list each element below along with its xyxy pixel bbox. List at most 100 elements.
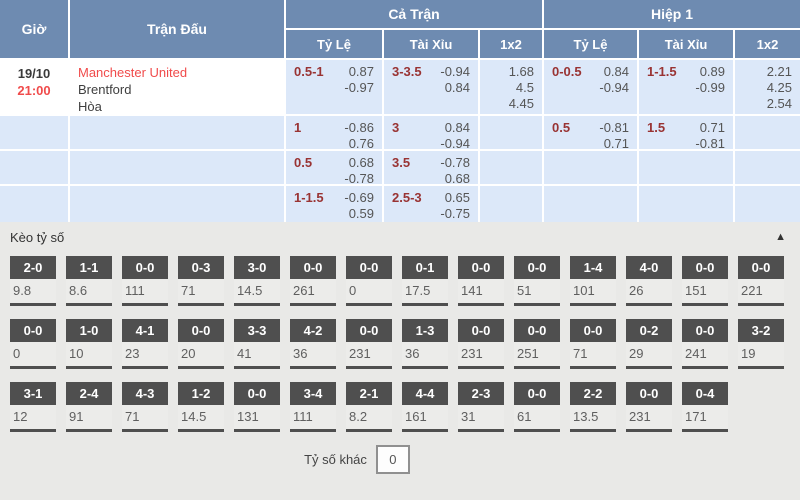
score-label: 2-1: [346, 382, 392, 405]
score-tile[interactable]: 0-0 141: [458, 256, 504, 306]
score-label: 4-1: [122, 319, 168, 342]
score-tile[interactable]: 2-1 8.2: [346, 382, 392, 432]
score-tile[interactable]: 4-0 26: [626, 256, 672, 306]
ft-handicap-cell[interactable]: 0.5-1 0.87 -0.97: [286, 60, 382, 114]
score-tile[interactable]: 1-3 36: [402, 319, 448, 369]
score-tile[interactable]: 4-1 23: [122, 319, 168, 369]
score-label: 4-2: [290, 319, 336, 342]
score-odds-value: 161: [402, 405, 448, 432]
ft-handicap-cell[interactable]: 0.5 0.68 -0.78: [286, 151, 382, 187]
other-score-odds[interactable]: 0: [375, 445, 410, 474]
score-tile[interactable]: 3-4 111: [290, 382, 336, 432]
odds-values: -0.81 0.71: [599, 120, 629, 152]
ft-over-under-cell[interactable]: 2.5-3 0.65 -0.75: [384, 186, 478, 222]
h1-handicap-cell[interactable]: 0.5 -0.81 0.71: [544, 116, 637, 152]
score-tile[interactable]: 3-0 14.5: [234, 256, 280, 306]
odds-values: 0.65 -0.75: [440, 190, 470, 222]
ft-over-under-cell[interactable]: 3 0.84 -0.94: [384, 116, 478, 151]
score-tile[interactable]: 0-0 51: [514, 256, 560, 306]
score-odds-value: 0: [10, 342, 56, 369]
score-tile[interactable]: 4-4 161: [402, 382, 448, 432]
ft-over-under-cell[interactable]: 3.5 -0.78 0.68: [384, 151, 478, 186]
header-ft-1x2: 1x2: [480, 30, 542, 58]
odds-value: 4.25: [766, 80, 792, 95]
h1-handicap-cell[interactable]: 0-0.5 0.84 -0.94: [544, 60, 637, 114]
empty-cell: [70, 151, 284, 184]
score-label: 0-0: [458, 256, 504, 279]
score-tile[interactable]: 4-3 71: [122, 382, 168, 432]
empty-cell: [735, 186, 800, 222]
score-tile[interactable]: 2-0 9.8: [10, 256, 56, 306]
score-tile[interactable]: 3-1 12: [10, 382, 56, 432]
score-tile[interactable]: 2-2 13.5: [570, 382, 616, 432]
score-label: 0-3: [178, 256, 224, 279]
handicap-line: 1-1.5: [294, 190, 324, 205]
score-label: 0-4: [682, 382, 728, 405]
score-tile[interactable]: 0-0 231: [626, 382, 672, 432]
home-team[interactable]: Manchester United: [78, 65, 188, 80]
away-team[interactable]: Brentford: [78, 82, 132, 97]
score-odds-value: 17.5: [402, 279, 448, 306]
h1-over-under-cell[interactable]: 1.5 0.71 -0.81: [639, 116, 733, 151]
over-under-line: 2.5-3: [392, 190, 422, 205]
odds-value: -0.99: [695, 80, 725, 95]
odds-values: 0.68 -0.78: [344, 155, 374, 187]
score-tile[interactable]: 0-3 71: [178, 256, 224, 306]
ft-handicap-cell[interactable]: 1-1.5 -0.69 0.59: [286, 186, 382, 222]
score-tile[interactable]: 0-0 251: [514, 319, 560, 369]
empty-cell: [639, 151, 733, 184]
score-odds-value: 251: [514, 342, 560, 369]
score-tile[interactable]: 0-4 171: [682, 382, 728, 432]
score-tile[interactable]: 0-0 0: [10, 319, 56, 369]
odds-values: 0.89 -0.99: [695, 64, 725, 96]
odds-value: 2.54: [766, 96, 792, 111]
score-tile[interactable]: 3-3 41: [234, 319, 280, 369]
score-label: 1-3: [402, 319, 448, 342]
score-tile[interactable]: 0-0 20: [178, 319, 224, 369]
odds-values: -0.94 0.84: [440, 64, 470, 96]
score-label: 3-3: [234, 319, 280, 342]
score-odds-value: 0: [346, 279, 392, 306]
match-kickoff: 21:00: [17, 83, 51, 98]
score-tile[interactable]: 0-0 231: [458, 319, 504, 369]
score-tile[interactable]: 0-0 61: [514, 382, 560, 432]
score-tile[interactable]: 0-0 131: [234, 382, 280, 432]
h1-1x2-cell[interactable]: 2.21 4.25 2.54: [735, 60, 800, 114]
score-tile[interactable]: 4-2 36: [290, 319, 336, 369]
score-tile[interactable]: 2-4 91: [66, 382, 112, 432]
score-tile[interactable]: 0-0 241: [682, 319, 728, 369]
ft-handicap-cell[interactable]: 1 -0.86 0.76: [286, 116, 382, 151]
score-odds-value: 171: [682, 405, 728, 432]
score-tile[interactable]: 0-0 0: [346, 256, 392, 306]
score-odds-value: 51: [514, 279, 560, 306]
score-tile[interactable]: 1-0 10: [66, 319, 112, 369]
match-cell[interactable]: Manchester United Brentford Hòa: [70, 60, 284, 114]
score-tile[interactable]: 0-0 71: [570, 319, 616, 369]
score-tile[interactable]: 0-2 29: [626, 319, 672, 369]
score-tile[interactable]: 1-2 14.5: [178, 382, 224, 432]
odds-value: -0.75: [440, 206, 470, 221]
score-tile[interactable]: 0-1 17.5: [402, 256, 448, 306]
score-tile[interactable]: 0-0 261: [290, 256, 336, 306]
h1-over-under-cell[interactable]: 1-1.5 0.89 -0.99: [639, 60, 733, 114]
correct-score-header: Kèo tỷ số ▲: [0, 222, 800, 252]
score-tile[interactable]: 0-0 111: [122, 256, 168, 306]
collapse-arrow-icon[interactable]: ▲: [775, 230, 786, 243]
score-odds-value: 12: [10, 405, 56, 432]
score-tile[interactable]: 3-2 19: [738, 319, 784, 369]
over-under-line: 3.5: [392, 155, 411, 170]
header-ft-handicap: Tỷ Lệ: [286, 30, 382, 58]
empty-cell: [70, 186, 284, 222]
score-odds-value: 9.8: [10, 279, 56, 306]
score-tile[interactable]: 2-3 31: [458, 382, 504, 432]
score-label: 0-0: [626, 382, 672, 405]
score-tile[interactable]: 1-1 8.6: [66, 256, 112, 306]
score-odds-value: 23: [122, 342, 168, 369]
score-tile[interactable]: 0-0 231: [346, 319, 392, 369]
score-tile[interactable]: 1-4 101: [570, 256, 616, 306]
score-tile[interactable]: 0-0 221: [738, 256, 784, 306]
score-label: 0-0: [290, 256, 336, 279]
ft-over-under-cell[interactable]: 3-3.5 -0.94 0.84: [384, 60, 478, 114]
score-tile[interactable]: 0-0 151: [682, 256, 728, 306]
ft-1x2-cell[interactable]: 1.68 4.5 4.45: [480, 60, 542, 114]
